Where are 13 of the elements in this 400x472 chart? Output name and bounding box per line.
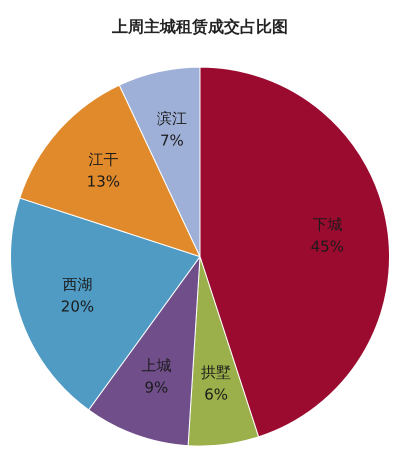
slice-label: 江干 (88, 150, 118, 168)
slice-label: 西湖 (62, 275, 92, 294)
data-label: 7% (160, 132, 184, 150)
slice-label: 上城 (141, 356, 172, 375)
slice-label: 拱墅 (201, 363, 232, 382)
data-label: 20% (60, 297, 94, 316)
data-label: 45% (310, 237, 344, 256)
data-label: 6% (204, 385, 228, 404)
data-label: 13% (86, 172, 120, 190)
slice-label: 滨江 (156, 110, 187, 128)
chart-title: 上周主城租赁成交占比图 (111, 16, 288, 36)
data-label: 9% (144, 378, 168, 397)
slice-label: 下城 (312, 215, 342, 234)
